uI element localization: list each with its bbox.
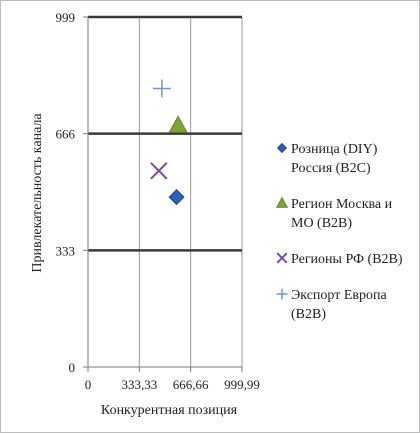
diamond-shape xyxy=(276,142,288,154)
triangle-shape xyxy=(275,196,289,208)
diamond-shape xyxy=(168,189,185,206)
y-tick-label: 666 xyxy=(56,127,76,142)
data-point-diamond xyxy=(168,189,185,206)
x-tick-label: 0 xyxy=(85,377,92,392)
label-layer: 0 333 666 999 0 333,33 666,66 999,99 Конкурентна… xyxy=(30,10,260,418)
legend-label-line: Розница (DIY) xyxy=(291,142,378,157)
legend-label: Регионы РФ (B2B) xyxy=(291,252,403,267)
y-axis-title: Привлекательность канала xyxy=(30,113,45,273)
data-point-x xyxy=(150,162,168,180)
legend-label: Регион Москва и МО (B2B) xyxy=(291,197,393,231)
grid-layer xyxy=(83,15,243,372)
triangle-shape xyxy=(168,115,188,133)
legend-label-line: Экспорт Европа xyxy=(291,288,387,303)
legend-marker-x xyxy=(276,252,288,264)
legend-label-line: (B2B) xyxy=(291,307,326,322)
y-tick-label: 999 xyxy=(56,10,76,25)
x-tick-label: 666,66 xyxy=(173,377,209,392)
legend-label-line: МО (B2B) xyxy=(291,216,352,231)
legend-marker-diamond xyxy=(276,142,288,154)
y-tick-label: 0 xyxy=(69,360,76,375)
legend-marker-plus xyxy=(276,288,288,300)
x-tick-label: 999,99 xyxy=(224,377,260,392)
legend-marker-triangle xyxy=(275,196,289,208)
data-point-triangle xyxy=(168,115,188,133)
marker-layer xyxy=(150,79,188,206)
x-stroke xyxy=(150,162,168,180)
legend-label: Розница (DIY) Россия (B2C) xyxy=(291,142,378,176)
legend-label-line: Регионы РФ (B2B) xyxy=(291,252,403,267)
y-tick-label: 333 xyxy=(56,243,76,258)
x-tick-label: 333,33 xyxy=(121,377,157,392)
legend-label: Экспорт Европа (B2B) xyxy=(291,288,387,322)
legend-label-line: Россия (B2C) xyxy=(291,161,371,176)
legend-label-line: Регион Москва и xyxy=(291,197,393,212)
x-stroke xyxy=(276,252,288,264)
x-axis-title: Конкурентная позиция xyxy=(101,403,238,418)
legend: Розница (DIY) Россия (B2C) Регион Москва и… xyxy=(275,142,403,322)
data-point-plus xyxy=(152,79,171,98)
